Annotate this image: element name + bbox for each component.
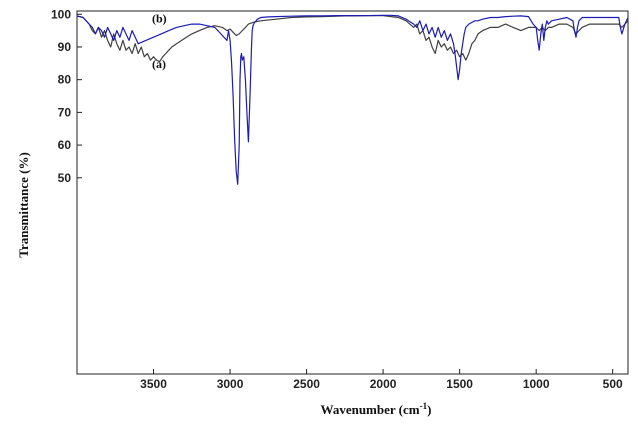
series-label-a: (a) — [152, 57, 166, 71]
series-layer — [76, 14, 629, 185]
y-tick-label: 100 — [51, 7, 71, 21]
x-tick-label: 1000 — [523, 377, 550, 391]
plot-frame — [76, 10, 629, 375]
series-line-b — [76, 14, 629, 185]
x-axis-title: Wavenumber (cm-1) — [321, 401, 432, 417]
annotation-layer: (b) (a) — [152, 11, 167, 71]
x-tick-label: 3500 — [140, 377, 167, 391]
x-tick-label: 1500 — [446, 377, 473, 391]
series-label-b: (b) — [152, 11, 167, 25]
y-tick-label: 50 — [58, 171, 72, 185]
y-axis-title: Transmittance (%) — [16, 152, 31, 258]
x-tick-label: 3000 — [217, 377, 244, 391]
x-tick-label: 500 — [603, 377, 623, 391]
x-tick-label: 2000 — [370, 377, 397, 391]
x-axis: 3500 3000 2500 2000 1500 1000 500 — [140, 369, 623, 391]
y-tick-label: 90 — [58, 40, 72, 54]
y-tick-label: 60 — [58, 138, 72, 152]
x-tick-label: 2500 — [293, 377, 320, 391]
plot-border — [76, 10, 629, 375]
y-axis: 50 60 70 80 90 100 — [51, 7, 82, 185]
y-tick-label: 80 — [58, 73, 72, 87]
y-tick-label: 70 — [58, 105, 72, 119]
